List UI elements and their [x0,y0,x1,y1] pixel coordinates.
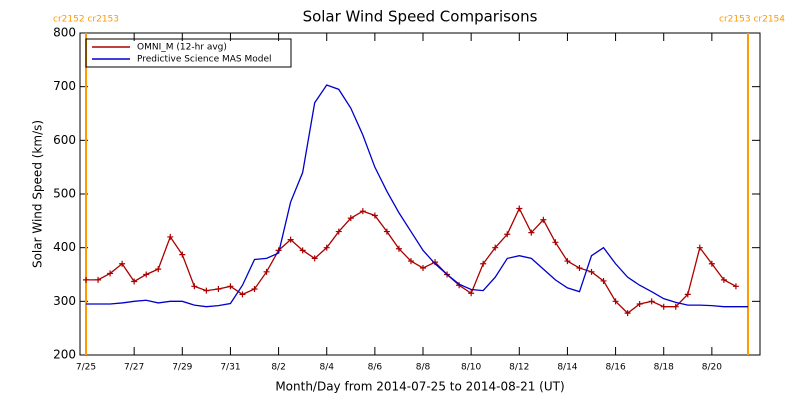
legend-label: OMNI_M (12-hr avg) [137,43,227,53]
data-point [215,285,222,292]
data-point [504,231,511,238]
y-tick-label: 700 [53,79,76,93]
data-point [203,287,210,294]
x-tick-label: 8/16 [605,363,625,373]
y-tick-label: 600 [53,133,76,147]
series-line [86,84,748,308]
data-point [395,245,402,252]
data-point [383,228,390,235]
x-axis-label: Month/Day from 2014-07-25 to 2014-08-21 … [275,380,564,394]
data-point [335,228,342,235]
rotation-label: cr2152 cr2153 [53,15,119,25]
y-tick-label: 200 [53,348,76,362]
x-tick-label: 8/20 [702,363,722,373]
data-point [468,290,475,297]
data-point [684,291,691,298]
data-point [648,298,655,305]
data-point [347,215,354,222]
data-point [371,212,378,219]
data-point [720,276,727,283]
chart-title: Solar Wind Speed Comparisons [303,8,538,26]
data-point [636,301,643,308]
x-tick-label: 8/8 [416,363,431,373]
x-tick-label: 7/31 [220,363,240,373]
x-tick-label: 8/12 [509,363,529,373]
y-tick-label: 300 [53,294,76,308]
data-point [323,244,330,251]
data-point [480,260,487,267]
data-point [564,258,571,265]
data-point [239,291,246,298]
data-point [155,266,162,273]
data-point [624,310,631,317]
data-point [492,244,499,251]
data-point [83,276,90,283]
x-tick-label: 8/18 [654,363,674,373]
data-point [107,270,114,277]
data-point [600,277,607,284]
rotation-label: cr2153 cr2154 [719,15,785,25]
data-point [143,271,150,278]
x-tick-label: 8/6 [368,363,383,373]
x-tick-label: 7/29 [172,363,192,373]
y-tick-label: 400 [53,240,76,254]
x-tick-label: 8/2 [271,363,285,373]
data-point [552,239,559,246]
data-point [119,260,126,267]
data-point [359,208,366,215]
data-point [708,260,715,267]
data-point [672,303,679,310]
x-tick-label: 7/27 [124,363,144,373]
legend-box [85,38,292,68]
data-point [660,303,667,310]
data-point [227,283,234,290]
data-point [420,265,427,272]
data-point [311,255,318,262]
legend-label: Predictive Science MAS Model [137,55,272,65]
data-point [612,298,619,305]
data-point [528,229,535,236]
y-tick-label: 500 [53,187,76,201]
data-point [95,276,102,283]
data-point [407,258,414,265]
y-tick-label: 800 [53,26,76,40]
data-point [131,278,138,285]
x-tick-label: 8/10 [461,363,481,373]
data-point [179,251,186,258]
x-tick-label: 8/4 [319,363,334,373]
y-axis-label: Solar Wind Speed (km/s) [31,120,45,268]
data-point [287,236,294,243]
data-point [299,247,306,254]
data-point [732,283,739,290]
plot-frame [79,32,761,356]
data-point [696,244,703,251]
x-tick-label: 8/14 [557,363,577,373]
x-tick-label: 7/25 [76,363,96,373]
data-point [263,268,270,275]
data-point [191,283,198,290]
data-point [588,268,595,275]
data-point [516,205,523,212]
data-point [167,233,174,240]
data-point [251,285,258,292]
data-point [540,216,547,223]
data-point [576,265,583,272]
